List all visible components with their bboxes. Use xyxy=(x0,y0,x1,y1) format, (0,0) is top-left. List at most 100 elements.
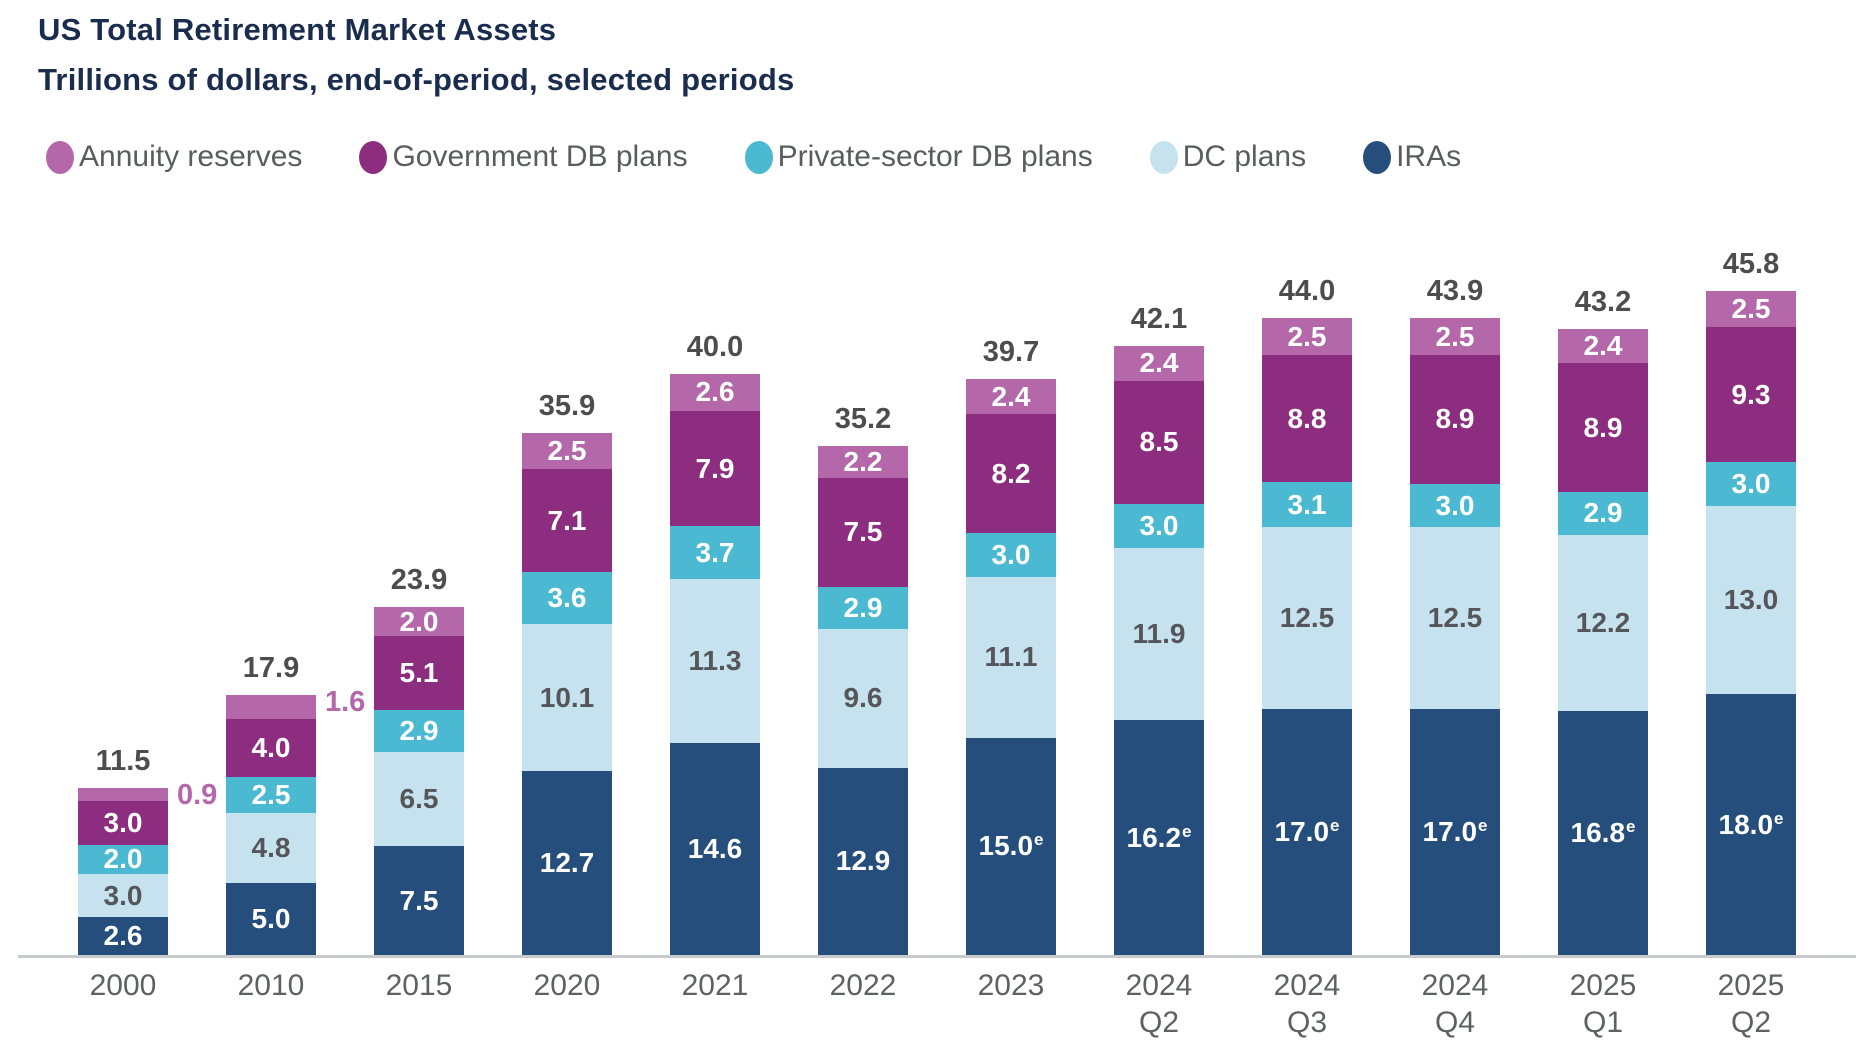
2020-dc-segment: 10.1 xyxy=(522,624,612,771)
segment-value: 2.5 xyxy=(1731,293,1771,325)
2024-q2-government_db-segment: 8.5 xyxy=(1114,380,1204,505)
bar-2000: 11.5 0.9 3.0 2.0 3.0 2.6 xyxy=(78,745,217,955)
segment-value: 17.0e xyxy=(1274,815,1340,847)
chart-subtitle: Trillions of dollars, end-of-period, sel… xyxy=(38,62,795,97)
segment-value: 8.9 xyxy=(1583,411,1623,443)
2025-q2-private_db-segment: 3.0 xyxy=(1706,462,1796,506)
ira-swatch-icon xyxy=(1363,140,1392,174)
total-label-2000: 11.5 xyxy=(95,745,151,778)
bar-2010: 17.9 1.6 4.0 2.5 4.8 5.0 xyxy=(226,652,365,955)
2023-ira-segment: 15.0e xyxy=(966,737,1056,955)
2021-annuity-segment: 2.6 xyxy=(670,373,760,412)
legend-label-annuity: Annuity reserves xyxy=(79,140,303,173)
2022-government_db-segment: 7.5 xyxy=(818,477,908,587)
segment-value: 10.1 xyxy=(539,681,595,713)
segment-value: 12.9 xyxy=(835,845,891,877)
total-label-2024-q4: 43.9 xyxy=(1426,275,1484,308)
segment-value: 9.6 xyxy=(843,682,883,714)
segment-value: 2.4 xyxy=(1139,347,1179,379)
bar-2020: 35.9 2.5 7.1 3.6 10.1 12.7 xyxy=(522,390,612,955)
chart-title: US Total Retirement Market Assets xyxy=(38,12,557,47)
segment-value: 3.0 xyxy=(103,807,143,839)
segment-value: 8.9 xyxy=(1435,403,1475,435)
estimate-flag: e xyxy=(1626,817,1636,837)
2015-dc-segment: 6.5 xyxy=(374,752,464,847)
segment-value: 8.5 xyxy=(1139,426,1179,458)
x-tick-2015: 2015 xyxy=(385,969,453,1002)
segment-value: 15.0e xyxy=(978,830,1044,862)
segment-value: 3.0 xyxy=(1731,467,1771,499)
2024-q2-ira-segment: 16.2e xyxy=(1114,720,1204,955)
bar-2023: 39.7 2.4 8.2 3.0 11.1 15.0e xyxy=(966,336,1056,955)
bar-2022: 35.2 2.2 7.5 2.9 9.6 12.9 xyxy=(818,403,908,955)
2000-ira-segment: 2.6 xyxy=(78,917,168,955)
segment-value: 7.5 xyxy=(399,884,439,916)
estimate-flag: e xyxy=(1330,815,1340,835)
total-label-2024-q2: 42.1 xyxy=(1130,303,1188,336)
2024-q2-private_db-segment: 3.0 xyxy=(1114,504,1204,548)
2024-q2-dc-segment: 11.9 xyxy=(1114,547,1204,721)
2021-dc-segment: 11.3 xyxy=(670,579,760,744)
estimate-flag: e xyxy=(1478,815,1488,835)
dc-swatch-icon xyxy=(1149,140,1178,174)
2025-q2-dc-segment: 13.0 xyxy=(1706,505,1796,694)
2022-annuity-segment: 2.2 xyxy=(818,446,908,478)
segment-value: 3.0 xyxy=(103,879,143,911)
total-label-2020: 35.9 xyxy=(538,390,596,423)
2000-government_db-segment: 3.0 xyxy=(78,801,168,845)
total-label-2025-q1: 43.2 xyxy=(1574,285,1632,318)
2023-dc-segment: 11.1 xyxy=(966,576,1056,738)
segment-value: 9.3 xyxy=(1731,378,1771,410)
2023-private_db-segment: 3.0 xyxy=(966,533,1056,577)
total-label-2024-q3: 44.0 xyxy=(1278,275,1336,308)
segment-value: 17.0e xyxy=(1422,815,1488,847)
2021-private_db-segment: 3.7 xyxy=(670,525,760,580)
segment-value: 3.0 xyxy=(991,538,1031,570)
segment-value: 2.4 xyxy=(991,380,1031,412)
total-label-2025-q2: 45.8 xyxy=(1722,247,1780,280)
segment-value: 4.0 xyxy=(251,731,291,763)
bar-2024-q3: 44.0 2.5 8.8 3.1 12.5 17.0e xyxy=(1262,275,1352,955)
bar-2024-q2: 42.1 2.4 8.5 3.0 11.9 16.2e xyxy=(1114,303,1204,955)
2021-government_db-segment: 7.9 xyxy=(670,411,760,526)
2015-ira-segment: 7.5 xyxy=(374,846,464,955)
segment-value: 12.5 xyxy=(1279,601,1335,633)
2024-q4-private_db-segment: 3.0 xyxy=(1410,483,1500,528)
2024-q2-annuity-segment: 2.4 xyxy=(1114,346,1204,381)
segment-value: 2.9 xyxy=(1583,497,1623,529)
2015-government_db-segment: 5.1 xyxy=(374,636,464,710)
segment-value: 12.2 xyxy=(1575,606,1631,638)
bar-2021: 40.0 2.6 7.9 3.7 11.3 14.6 xyxy=(670,331,760,955)
legend-item-ira: IRAs xyxy=(1363,140,1461,174)
estimate-flag: e xyxy=(1182,821,1192,841)
segment-value: 11.3 xyxy=(688,645,742,677)
x-tick-2022: 2022 xyxy=(829,969,897,1002)
2024-q3-annuity-segment: 2.5 xyxy=(1262,318,1352,355)
segment-value: 16.8e xyxy=(1570,817,1636,849)
annuity-callout-2010: 1.6 xyxy=(325,686,366,719)
segment-value: 13.0 xyxy=(1723,583,1779,615)
2022-private_db-segment: 2.9 xyxy=(818,586,908,629)
segment-value: 8.2 xyxy=(991,457,1031,489)
government_db-swatch-icon xyxy=(359,140,388,174)
2023-annuity-segment: 2.4 xyxy=(966,379,1056,415)
2010-ira-segment: 5.0 xyxy=(226,882,316,955)
segment-value: 2.5 xyxy=(1435,320,1475,352)
x-tick-2024-q3: 2024 Q3 xyxy=(1273,969,1341,1039)
2010-dc-segment: 4.8 xyxy=(226,812,316,883)
total-label-2023: 39.7 xyxy=(982,336,1040,369)
segment-value: 5.0 xyxy=(251,902,291,934)
bar-chart: 11.5 0.9 3.0 2.0 3.0 2.6 17.9 1.6 4.0 2.5 4.8 5.0 23… xyxy=(18,248,1856,1041)
2015-private_db-segment: 2.9 xyxy=(374,709,464,752)
2024-q3-private_db-segment: 3.1 xyxy=(1262,482,1352,528)
2000-private_db-segment: 2.0 xyxy=(78,844,168,874)
x-tick-2010: 2010 xyxy=(237,969,305,1002)
segment-value: 7.5 xyxy=(843,516,883,548)
x-tick-2020: 2020 xyxy=(533,969,601,1002)
estimate-flag: e xyxy=(1034,830,1044,850)
x-tick-2025-q2: 2025 Q2 xyxy=(1717,969,1785,1039)
2024-q4-ira-segment: 17.0e xyxy=(1410,708,1500,955)
2025-q1-government_db-segment: 8.9 xyxy=(1558,363,1648,493)
legend: Annuity reserves Government DB plans Priva… xyxy=(46,140,1461,174)
